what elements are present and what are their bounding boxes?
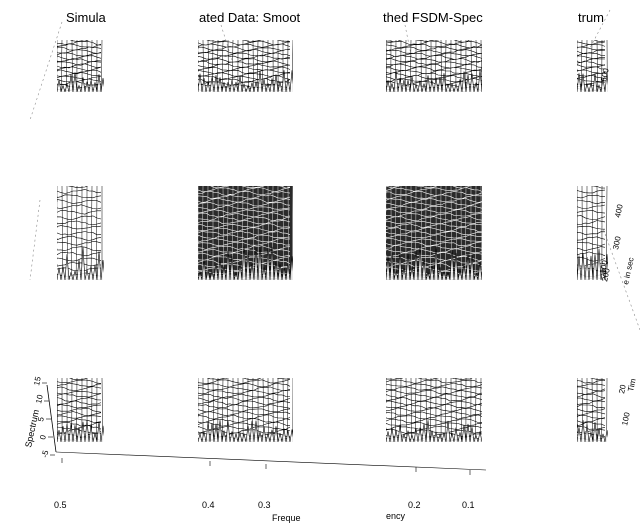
mesh-vertical-lines	[57, 40, 103, 92]
mesh-panel-r1-c3	[386, 40, 482, 92]
mesh-panel-r1-c1	[57, 40, 104, 92]
x-axis-label-fragment-1: Freque	[272, 513, 301, 523]
x-tick-label: 0.4	[202, 500, 215, 510]
mesh-peaks	[577, 248, 608, 280]
x-tick-label: 0.1	[462, 500, 475, 510]
y-tick-label: 100	[620, 411, 632, 426]
mesh-panel-r2-c3	[386, 186, 482, 280]
mesh-peaks	[198, 246, 293, 280]
perspective-guides	[29, 9, 640, 331]
mesh-vertical-lines	[577, 186, 608, 280]
mesh-peaks	[57, 72, 104, 92]
y-tick-label: 20	[617, 383, 628, 394]
mesh-panel-r3-c3	[386, 378, 482, 442]
mesh-vertical-lines	[386, 40, 482, 92]
title-fragment-2: ated Data: Smoot	[199, 10, 301, 25]
mesh-vertical-lines	[386, 186, 482, 280]
mesh-horizontal-lines	[198, 40, 291, 92]
mesh-panel-r3-c4	[577, 378, 608, 442]
mesh-peaks	[198, 70, 293, 92]
y-tick-label: 400	[613, 203, 625, 218]
mesh-peaks	[386, 70, 482, 92]
z-tick-label: 15	[32, 375, 43, 386]
mesh-panel-r1-c4	[577, 40, 608, 92]
mesh-vertical-lines	[577, 40, 608, 92]
title-fragment-4: trum	[578, 10, 604, 25]
mesh-vertical-lines	[577, 378, 608, 442]
mesh-panel-r2-c2	[198, 186, 293, 280]
mesh-peaks	[386, 420, 482, 442]
y-tick-label: 100	[598, 259, 610, 274]
mesh-peaks	[386, 246, 482, 280]
mesh-vertical-lines	[198, 186, 293, 280]
z-tick-label: 0	[38, 434, 48, 441]
y-tick-label: 500	[599, 67, 611, 82]
mesh-horizontal-lines	[198, 378, 291, 442]
y-axis-label-fragment: e in sec	[621, 257, 636, 286]
mesh-peaks	[198, 420, 293, 442]
z-tick-label: 5	[36, 416, 46, 423]
mesh-horizontal-lines	[577, 40, 606, 92]
mesh-vertical-lines	[198, 378, 293, 442]
y-tick-label: 300	[611, 235, 623, 250]
mesh-panel-r3-c1	[57, 378, 104, 442]
mesh-peaks	[577, 419, 608, 442]
x-axis-label-fragment-2: ency	[386, 511, 406, 521]
mesh-peaks	[577, 72, 608, 92]
z-tick-label: -5	[40, 449, 50, 458]
x-axis: 0.5 0.4 0.3 0.2 0.1 Freque ency	[54, 451, 487, 523]
x-tick-label: 0.2	[408, 500, 421, 510]
mesh-vertical-lines	[57, 378, 104, 442]
mesh-panel-r2-c4	[577, 186, 608, 280]
z-axis-label: Spectrum	[23, 409, 41, 449]
mesh-panel-r2-c1	[57, 186, 104, 280]
x-tick-label: 0.3	[258, 500, 271, 510]
x-tick-label: 0.5	[54, 500, 67, 510]
mesh-vertical-lines	[386, 378, 482, 442]
mesh-horizontal-lines	[577, 186, 606, 280]
title-fragment-3: thed FSDM-Spec	[383, 10, 483, 25]
mesh-horizontal-lines	[577, 378, 606, 442]
title-fragment-1: Simula	[66, 10, 107, 25]
z-axis: Spectrum 15 10 5 0 -5	[23, 375, 57, 458]
mesh-horizontal-lines	[198, 186, 291, 280]
mesh-panel-r1-c2	[198, 40, 293, 92]
mesh-vertical-lines	[57, 186, 103, 280]
mesh-peaks	[57, 420, 104, 442]
mesh-peaks	[57, 247, 104, 280]
z-tick-label: 10	[34, 393, 45, 404]
mesh-panel-r3-c2	[198, 378, 293, 442]
mesh-vertical-lines	[198, 40, 293, 92]
mesh-panels	[57, 40, 608, 442]
y-tick-label: 200	[600, 267, 612, 282]
y-axis-label-fragment-2: Tim	[626, 377, 638, 392]
